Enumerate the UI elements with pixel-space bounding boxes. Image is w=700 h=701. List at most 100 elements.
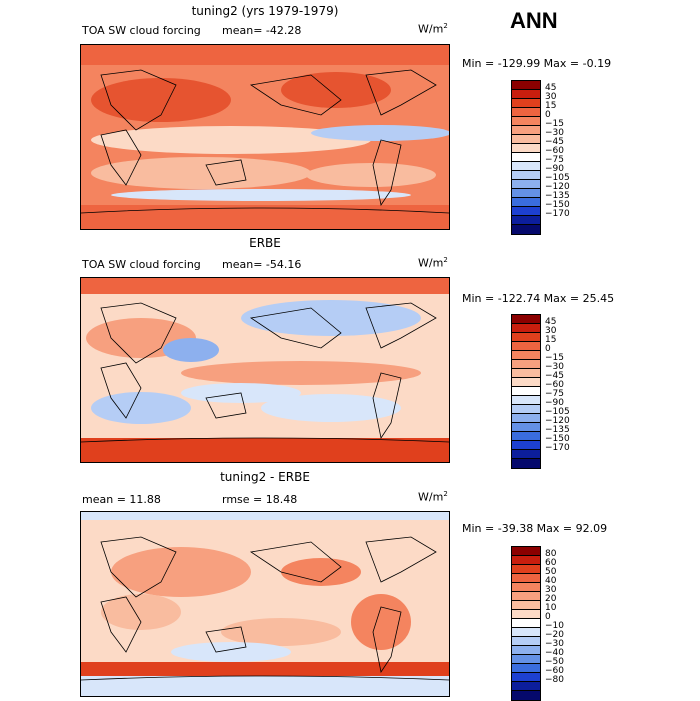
panel3-mean: mean = 11.88 <box>82 493 161 506</box>
colorbar-tick-label: −60 <box>545 380 564 390</box>
colorbar-swatch <box>512 556 540 565</box>
panel3-map <box>80 511 450 697</box>
panel1-title: tuning2 (yrs 1979-1979) <box>191 4 339 18</box>
colorbar-tick-label: −135 <box>545 425 570 435</box>
colorbar-swatch <box>512 387 540 396</box>
colorbar-tick-label: −45 <box>545 371 564 381</box>
colorbar-swatch <box>512 162 540 171</box>
colorbar-tick-label: −135 <box>545 191 570 201</box>
colorbar-swatch <box>512 459 540 468</box>
colorbar-swatch <box>512 601 540 610</box>
colorbar-swatch <box>512 180 540 189</box>
panel3-minmax: Min = -39.38 Max = 92.09 <box>462 522 608 535</box>
panel1-map <box>80 44 450 230</box>
colorbar-swatch <box>512 225 540 234</box>
colorbar-tick-label: −170 <box>545 209 570 219</box>
colorbar-swatch <box>512 81 540 90</box>
panel2-map-svg <box>81 278 449 462</box>
colorbar-tick-label: −40 <box>545 648 564 658</box>
colorbar-tick-label: 0 <box>545 612 551 622</box>
colorbar-tick-label: 60 <box>545 558 557 568</box>
colorbar-tick-label: −90 <box>545 164 564 174</box>
colorbar-tick-label: −105 <box>545 173 570 183</box>
panel2-title: ERBE <box>249 236 281 250</box>
colorbar-swatch <box>512 646 540 655</box>
colorbar-tick-label: −45 <box>545 137 564 147</box>
colorbar-tick-label: 30 <box>545 92 557 102</box>
colorbar-swatch <box>512 99 540 108</box>
colorbar-tick-label: 20 <box>545 594 557 604</box>
panel1-minmax: Min = -129.99 Max = -0.19 <box>462 57 612 70</box>
panel1-mean: mean= -42.28 <box>222 24 302 37</box>
colorbar-swatch <box>512 628 540 637</box>
colorbar-tick-label: −60 <box>545 666 564 676</box>
colorbar-swatch <box>512 369 540 378</box>
panel2-mean: mean= -54.16 <box>222 258 302 271</box>
panel2-minmax: Min = -122.74 Max = 25.45 <box>462 292 615 305</box>
colorbar-tick-label: 0 <box>545 344 551 354</box>
panel3-title: tuning2 - ERBE <box>220 470 310 484</box>
colorbar-swatch <box>512 144 540 153</box>
colorbar-tick-label: 0 <box>545 110 551 120</box>
colorbar-swatch <box>512 126 540 135</box>
panel1-field-label: TOA SW cloud forcing <box>82 24 201 37</box>
season-label: ANN <box>510 8 558 33</box>
panel1-units: W/m2 <box>418 22 448 36</box>
colorbar-swatch <box>512 547 540 556</box>
colorbar-tick-label: −170 <box>545 443 570 453</box>
colorbar-swatch <box>512 198 540 207</box>
colorbar-tick-label: −80 <box>545 675 564 685</box>
colorbar-swatch <box>512 360 540 369</box>
colorbar-tick-label: 15 <box>545 101 557 111</box>
colorbar-swatch <box>512 189 540 198</box>
colorbar-tick-label: −20 <box>545 630 564 640</box>
panel2-colorbar <box>511 314 541 469</box>
colorbar-swatch <box>512 90 540 99</box>
colorbar-swatch <box>512 610 540 619</box>
colorbar-tick-label: 30 <box>545 585 557 595</box>
colorbar-tick-label: −30 <box>545 128 564 138</box>
colorbar-tick-label: 10 <box>545 603 557 613</box>
colorbar-tick-label: −30 <box>545 639 564 649</box>
colorbar-swatch <box>512 153 540 162</box>
panel3-map-svg <box>81 512 449 696</box>
colorbar-swatch <box>512 396 540 405</box>
colorbar-swatch <box>512 565 540 574</box>
colorbar-swatch <box>512 315 540 324</box>
colorbar-swatch <box>512 423 540 432</box>
colorbar-swatch <box>512 414 540 423</box>
colorbar-swatch <box>512 673 540 682</box>
colorbar-tick-label: −120 <box>545 416 570 426</box>
colorbar-tick-label: 80 <box>545 549 557 559</box>
colorbar-tick-label: 45 <box>545 317 557 327</box>
colorbar-tick-label: −150 <box>545 200 570 210</box>
panel1-map-svg <box>81 45 449 229</box>
colorbar-swatch <box>512 691 540 700</box>
colorbar-swatch <box>512 207 540 216</box>
colorbar-tick-label: −120 <box>545 182 570 192</box>
colorbar-swatch <box>512 135 540 144</box>
panel1-colorbar <box>511 80 541 235</box>
colorbar-swatch <box>512 664 540 673</box>
colorbar-swatch <box>512 583 540 592</box>
colorbar-tick-label: 30 <box>545 326 557 336</box>
colorbar-tick-label: −50 <box>545 657 564 667</box>
colorbar-swatch <box>512 405 540 414</box>
colorbar-tick-label: −150 <box>545 434 570 444</box>
colorbar-swatch <box>512 333 540 342</box>
colorbar-tick-label: −75 <box>545 155 564 165</box>
colorbar-swatch <box>512 351 540 360</box>
colorbar-swatch <box>512 592 540 601</box>
colorbar-swatch <box>512 655 540 664</box>
colorbar-tick-label: 40 <box>545 576 557 586</box>
colorbar-swatch <box>512 378 540 387</box>
colorbar-tick-label: −15 <box>545 119 564 129</box>
colorbar-swatch <box>512 637 540 646</box>
panel3-units: W/m2 <box>418 490 448 504</box>
colorbar-tick-label: −90 <box>545 398 564 408</box>
panel3-rmse: rmse = 18.48 <box>222 493 298 506</box>
colorbar-swatch <box>512 171 540 180</box>
colorbar-tick-label: −10 <box>545 621 564 631</box>
colorbar-tick-label: −60 <box>545 146 564 156</box>
colorbar-tick-label: 15 <box>545 335 557 345</box>
